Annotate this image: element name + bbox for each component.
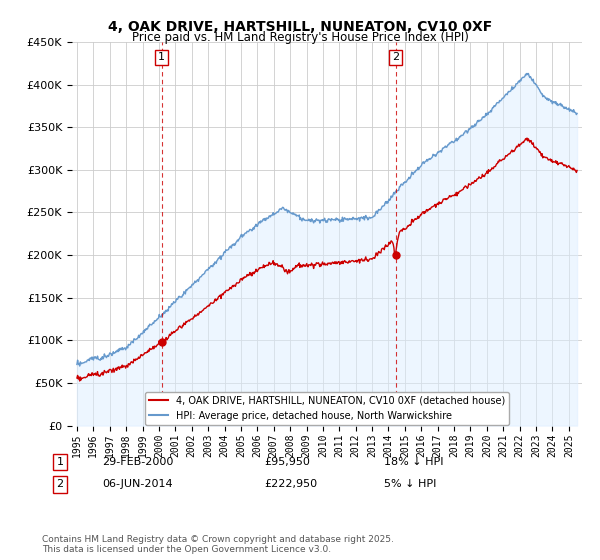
Text: £222,950: £222,950: [264, 479, 317, 489]
Legend: 4, OAK DRIVE, HARTSHILL, NUNEATON, CV10 0XF (detached house), HPI: Average price: 4, OAK DRIVE, HARTSHILL, NUNEATON, CV10 …: [145, 392, 509, 424]
Text: 18% ↓ HPI: 18% ↓ HPI: [384, 457, 443, 467]
Text: 06-JUN-2014: 06-JUN-2014: [102, 479, 173, 489]
Text: 29-FEB-2000: 29-FEB-2000: [102, 457, 173, 467]
Text: 1: 1: [158, 52, 165, 62]
Text: 2: 2: [392, 52, 399, 62]
Text: 5% ↓ HPI: 5% ↓ HPI: [384, 479, 436, 489]
Text: £95,950: £95,950: [264, 457, 310, 467]
Text: 2: 2: [56, 479, 64, 489]
Text: Price paid vs. HM Land Registry's House Price Index (HPI): Price paid vs. HM Land Registry's House …: [131, 31, 469, 44]
Text: 4, OAK DRIVE, HARTSHILL, NUNEATON, CV10 0XF: 4, OAK DRIVE, HARTSHILL, NUNEATON, CV10 …: [108, 20, 492, 34]
Text: Contains HM Land Registry data © Crown copyright and database right 2025.
This d: Contains HM Land Registry data © Crown c…: [42, 535, 394, 554]
Text: 1: 1: [56, 457, 64, 467]
